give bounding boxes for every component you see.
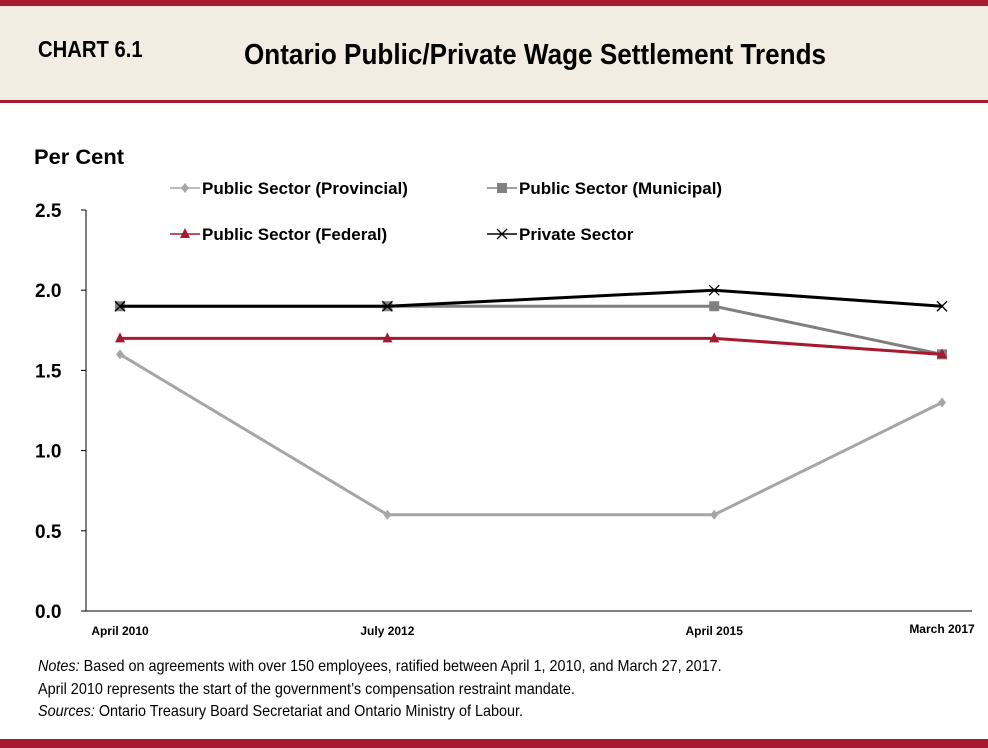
data-point-public-sector-provincial [710, 509, 719, 520]
top-accent-bar [0, 0, 988, 6]
data-point-public-sector-provincial [116, 349, 124, 360]
x-tick-label: March 2017 [909, 622, 975, 636]
data-point-public-sector-federal [709, 332, 720, 343]
y-tick-label: 0.5 [35, 522, 62, 543]
chart-header: CHART 6.1 Ontario Public/Private Wage Se… [0, 6, 988, 103]
data-point-public-sector-provincial [383, 509, 392, 520]
legend-label-private-sector: Private Sector [519, 225, 634, 244]
data-point-private-sector [708, 284, 720, 296]
chart-notes: Notes: Based on agreements with over 150… [38, 656, 722, 724]
series-public-sector-provincial [116, 349, 946, 520]
y-axis-label: Per Cent [34, 146, 124, 169]
legend-marker-public-sector-provincial [181, 183, 189, 193]
sources-text: Ontario Treasury Board Secretariat and O… [94, 703, 524, 720]
legend-marker-public-sector-federal [180, 228, 190, 238]
y-tick-label: 1.5 [35, 361, 62, 382]
series-line-private-sector [120, 288, 943, 308]
y-tick-label: 2.5 [35, 201, 62, 222]
y-tick-label: 1.0 [35, 442, 61, 463]
legend-label-public-sector-municipal: Public Sector (Municipal) [519, 179, 722, 198]
series-public-sector-federal [115, 332, 947, 359]
series-public-sector-municipal [115, 301, 947, 360]
data-point-public-sector-provincial [938, 397, 946, 408]
x-tick-label: July 2012 [360, 624, 414, 638]
data-point-public-sector-federal [115, 332, 125, 343]
data-point-private-sector [936, 300, 948, 312]
legend-label-public-sector-provincial: Public Sector (Provincial) [202, 179, 408, 198]
chart-title: Ontario Public/Private Wage Settlement T… [244, 39, 827, 71]
legend-marker-private-sector [496, 228, 508, 240]
sources-label: Sources: [38, 703, 95, 720]
chart-number: CHART 6.1 [38, 36, 143, 62]
legend-label-public-sector-federal: Public Sector (Federal) [202, 225, 387, 244]
y-tick-label: 0.0 [35, 602, 61, 623]
series-private-sector [114, 284, 948, 312]
series-line-public-sector-federal [120, 336, 943, 356]
data-point-private-sector [114, 300, 126, 312]
y-tick-label: 2.0 [35, 281, 61, 302]
notes-line2: April 2010 represents the start of the g… [38, 680, 575, 698]
notes-text: Based on agreements with over 150 employ… [79, 658, 722, 675]
series-line-public-sector-provincial [119, 353, 943, 517]
x-tick-label: April 2010 [91, 624, 149, 638]
data-point-public-sector-federal [937, 348, 947, 359]
data-point-private-sector [381, 300, 393, 312]
notes-label: Notes: [38, 658, 80, 675]
data-point-public-sector-federal [382, 332, 393, 343]
data-point-public-sector-municipal [709, 301, 720, 312]
x-tick-label: April 2015 [686, 624, 744, 638]
bottom-accent-bar [0, 739, 988, 748]
legend-marker-public-sector-municipal [497, 183, 507, 193]
